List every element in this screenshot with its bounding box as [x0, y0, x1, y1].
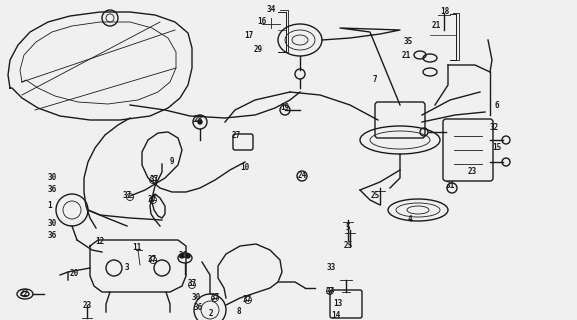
Text: 33: 33	[327, 263, 336, 273]
Text: 36: 36	[47, 231, 57, 241]
Text: 35: 35	[403, 37, 413, 46]
Text: 23: 23	[83, 301, 92, 310]
Text: 34: 34	[267, 5, 276, 14]
Text: 22: 22	[20, 289, 29, 298]
Text: 1: 1	[48, 201, 53, 210]
Text: 37: 37	[147, 255, 156, 265]
Circle shape	[186, 254, 190, 258]
Circle shape	[198, 120, 202, 124]
Text: 30: 30	[47, 173, 57, 182]
Text: 27: 27	[231, 131, 241, 140]
Text: 37: 37	[122, 191, 132, 201]
Text: 18: 18	[440, 7, 449, 17]
Text: 14: 14	[331, 311, 340, 320]
Text: 6: 6	[494, 100, 499, 109]
Text: 32: 32	[489, 124, 499, 132]
Text: 37: 37	[325, 286, 335, 295]
Text: 23: 23	[467, 167, 477, 177]
Text: 13: 13	[334, 299, 343, 308]
Text: 26: 26	[178, 251, 188, 260]
Text: 2: 2	[209, 309, 213, 318]
Text: 36: 36	[193, 303, 203, 313]
Text: 19: 19	[280, 103, 290, 113]
Text: 25: 25	[343, 241, 353, 250]
Text: 37: 37	[147, 196, 156, 204]
Text: 21: 21	[402, 52, 411, 60]
Text: 5: 5	[346, 222, 350, 231]
Text: 30: 30	[192, 292, 201, 301]
Text: 11: 11	[132, 244, 141, 252]
Text: 15: 15	[492, 143, 501, 153]
Text: 4: 4	[408, 215, 413, 225]
Text: 20: 20	[69, 268, 78, 277]
Circle shape	[180, 254, 184, 258]
Text: 36: 36	[47, 186, 57, 195]
Text: 29: 29	[253, 45, 263, 54]
Text: 24: 24	[297, 171, 306, 180]
Text: 8: 8	[237, 308, 241, 316]
Text: 7: 7	[373, 76, 377, 84]
Text: 25: 25	[370, 191, 380, 201]
Text: 16: 16	[257, 18, 267, 27]
Text: 31: 31	[445, 181, 455, 190]
Text: 9: 9	[170, 157, 174, 166]
Text: 3: 3	[125, 263, 129, 273]
Text: 10: 10	[241, 164, 250, 172]
Text: 37: 37	[211, 293, 220, 302]
Text: 17: 17	[245, 30, 254, 39]
Text: 28: 28	[193, 116, 203, 124]
Text: 30: 30	[47, 220, 57, 228]
Text: 37: 37	[188, 279, 197, 289]
Text: 12: 12	[95, 237, 104, 246]
Text: 37: 37	[242, 295, 252, 305]
Text: 37: 37	[149, 175, 159, 185]
Text: 21: 21	[432, 21, 441, 30]
